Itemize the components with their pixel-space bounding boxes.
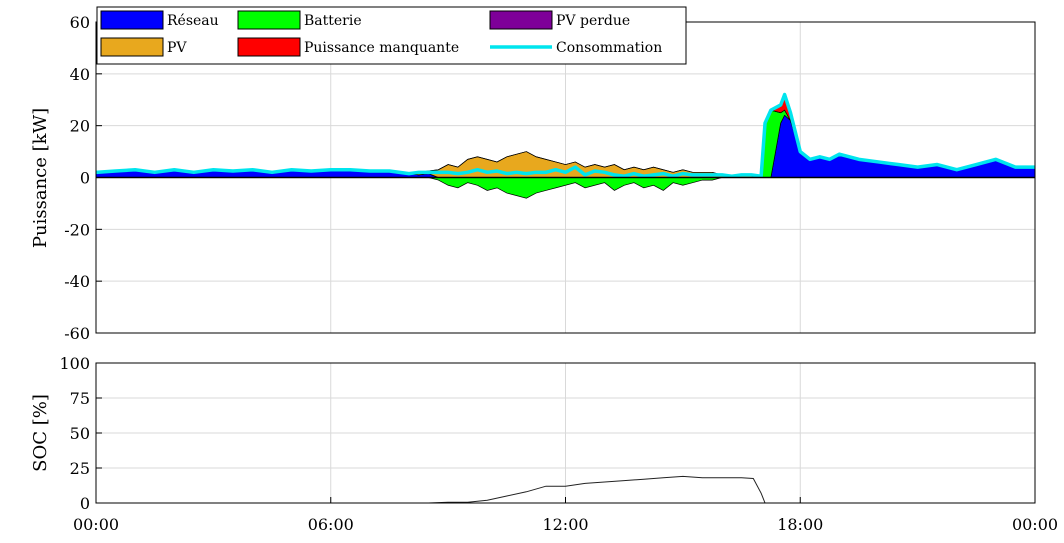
legend-label: Réseau	[167, 13, 219, 29]
power-y-tick-label: 40	[70, 65, 90, 84]
legend-label: Puissance manquante	[304, 40, 459, 56]
power-y-label: Puissance [kW]	[30, 108, 51, 248]
soc-line	[96, 475, 1035, 504]
soc-y-label: SOC [%]	[30, 394, 51, 472]
soc-y-tick-label: 50	[70, 424, 90, 443]
soc-y-tick-label: 25	[70, 459, 90, 478]
power-panel: 60 40 20 0 -20 -40 -60 Puissance [kW] Réseau Ba…	[30, 6, 1036, 343]
power-y-tick-label: -60	[64, 324, 90, 343]
legend-label: Consommation	[556, 40, 662, 56]
soc-y-tick-label: 75	[70, 389, 90, 408]
soc-x-tick-label: 00:00	[73, 515, 119, 534]
soc-y-ticks: 100 75 50 25 0	[59, 354, 102, 513]
legend-label: PV perdue	[556, 13, 630, 29]
legend-swatch	[237, 37, 301, 57]
soc-x-tick-label: 18:00	[777, 515, 823, 534]
soc-x-tick-label: 06:00	[308, 515, 354, 534]
soc-y-tick-label: 100	[59, 354, 90, 373]
power-y-tick-label: 20	[70, 117, 90, 136]
power-y-tick-label: -40	[64, 272, 90, 291]
power-consumption-line	[95, 92, 1035, 178]
legend-swatch	[100, 37, 164, 57]
legend-swatch	[489, 10, 553, 30]
soc-x-tick-label: 12:00	[542, 515, 588, 534]
power-y-tick-label: -20	[64, 220, 90, 239]
power-y-tick-label: 60	[70, 13, 90, 32]
consumption-line	[95, 92, 1035, 178]
power-y-tick-label: 0	[80, 169, 90, 188]
soc-x-tick-label: 00:00	[1012, 515, 1058, 534]
soc-y-tick-label: 0	[80, 494, 90, 513]
legend-label: Batterie	[304, 13, 362, 29]
legend-swatch	[237, 10, 301, 30]
soc-panel: 100 75 50 25 0 00:00 06:00 12:00 18:00 00:00 SOC…	[30, 354, 1058, 534]
legend-swatch	[100, 10, 164, 30]
legend: Réseau Batterie PV perdue PV Puissance manqu…	[96, 6, 687, 65]
soc-x-ticks: 00:00 06:00 12:00 18:00 00:00	[73, 497, 1058, 534]
legend-box	[96, 6, 687, 65]
power-y-ticks: 60 40 20 0 -20 -40 -60	[64, 13, 102, 343]
missing-power-area	[95, 93, 1035, 178]
legend-label: PV	[167, 40, 187, 56]
soc-series-line	[96, 475, 1035, 504]
legend-items: Réseau Batterie PV perdue PV Puissance manqu…	[100, 10, 662, 57]
